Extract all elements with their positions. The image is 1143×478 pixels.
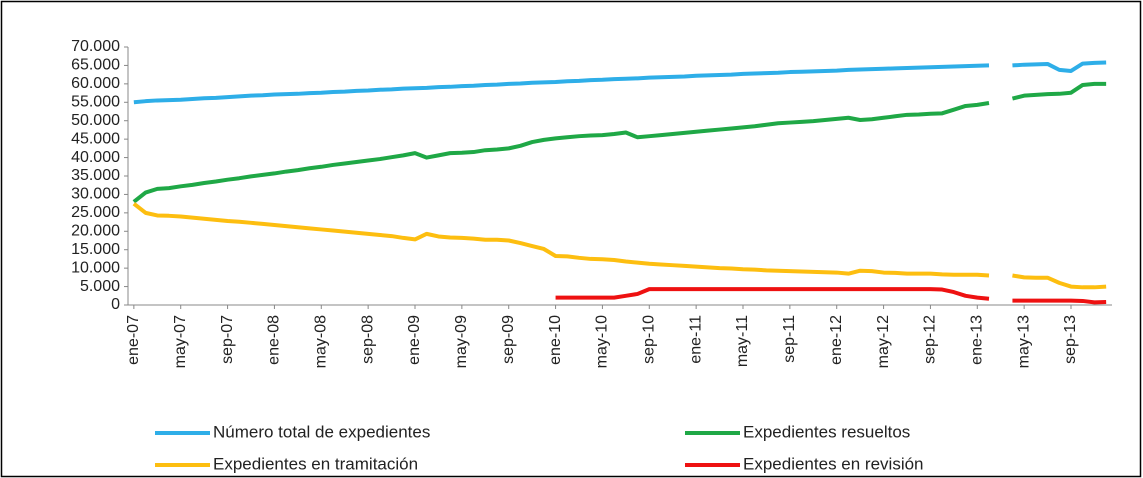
y-tick-label: 15.000 [71, 241, 120, 258]
y-tick-label: 65.000 [71, 57, 120, 74]
y-tick-label: 40.000 [71, 149, 120, 166]
series-line [133, 60, 1107, 105]
y-tick-label: 60.000 [71, 75, 120, 92]
x-tick-label: may-10 [594, 315, 611, 368]
x-tick-label: may-11 [734, 315, 751, 367]
legend-label: Número total de expedientes [213, 422, 430, 441]
x-tick-label: sep-11 [781, 315, 798, 363]
x-tick-label: ene-13 [969, 315, 986, 365]
x-tick-label: sep-07 [219, 315, 236, 364]
x-tick-label: ene-11 [687, 315, 704, 364]
x-tick-label: ene-12 [828, 315, 845, 365]
series-line [132, 202, 1107, 290]
x-tick-label: ene-08 [266, 315, 283, 365]
x-tick-label: sep-12 [922, 315, 939, 364]
x-tick-label: ene-09 [406, 315, 423, 365]
x-tick-label: may-12 [875, 315, 892, 368]
y-tick-label: 55.000 [71, 94, 120, 111]
y-tick-label: 10.000 [71, 259, 120, 276]
y-tick-label: 70.000 [71, 38, 120, 55]
x-tick-label: sep-09 [500, 315, 517, 364]
x-tick-label: ene-10 [547, 315, 564, 365]
series-line [132, 81, 1107, 204]
x-tick-label: may-09 [453, 315, 470, 368]
y-tick-label: 35.000 [71, 167, 120, 184]
x-tick-label: may-08 [313, 315, 330, 368]
series-line [555, 287, 1107, 305]
x-tick-label: sep-13 [1062, 315, 1079, 364]
y-tick-label: 25.000 [71, 204, 120, 221]
x-tick-label: sep-08 [359, 315, 376, 364]
x-tick-label: sep-10 [641, 315, 658, 364]
legend-label: Expedientes en tramitación [213, 454, 418, 473]
y-tick-label: 30.000 [71, 186, 120, 203]
y-tick-label: 5.000 [80, 278, 120, 295]
y-tick-label: 20.000 [71, 223, 120, 240]
x-tick-label: ene-07 [125, 315, 142, 365]
legend-label: Expedientes en revisión [743, 454, 924, 473]
x-tick-label: may-07 [172, 315, 189, 368]
legend-label: Expedientes resueltos [743, 422, 910, 441]
y-tick-label: 0 [111, 296, 120, 313]
y-tick-label: 50.000 [71, 112, 120, 129]
y-tick-label: 45.000 [71, 130, 120, 147]
x-tick-label: may-13 [1015, 315, 1032, 368]
